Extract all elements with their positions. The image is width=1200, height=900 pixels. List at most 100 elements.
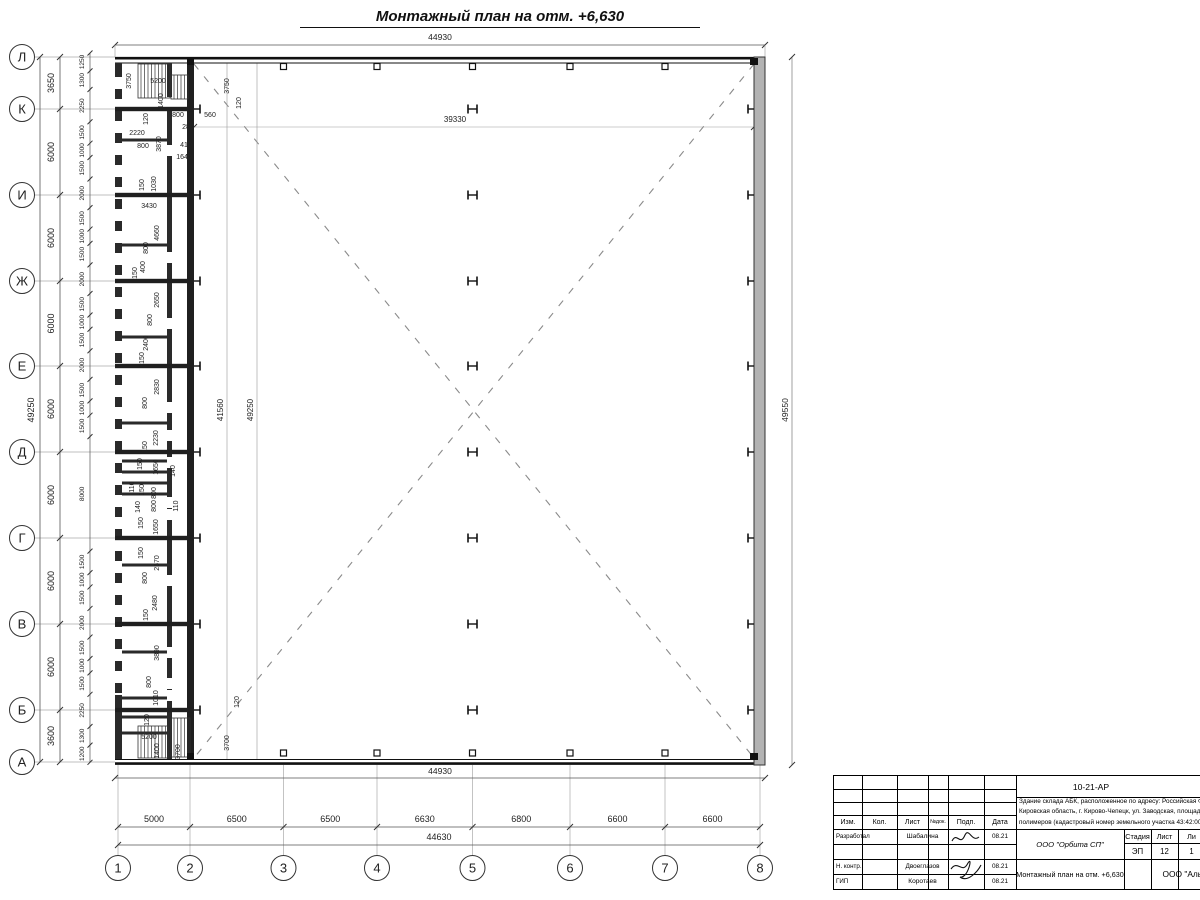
dim-small: 800 xyxy=(151,487,158,499)
dim-small: 2480 xyxy=(152,595,159,611)
dim-small: 3700 xyxy=(224,735,231,751)
wall-pier xyxy=(115,551,122,561)
dim-chain-label: 1500 xyxy=(79,161,86,176)
partition-minor xyxy=(122,459,167,463)
axis-row-label: Д xyxy=(18,445,27,460)
column-square xyxy=(661,62,669,71)
tb-name-3: Коротаев xyxy=(908,878,937,885)
dim-tick xyxy=(756,823,764,831)
dim-tick xyxy=(87,290,93,297)
dim-row-spacing: 3600 xyxy=(46,726,56,746)
tb-stage-header: Стадия xyxy=(1125,831,1150,841)
tb-header-ndok: №док. xyxy=(930,819,946,825)
dim-tick xyxy=(87,433,93,440)
axis-row-label: Б xyxy=(18,703,27,718)
dim-tick xyxy=(87,140,93,147)
tb-header-izm: Изм. xyxy=(840,818,856,826)
wall-pier xyxy=(115,683,122,693)
axis-bubble-col xyxy=(364,855,390,881)
dim-tick xyxy=(788,53,796,61)
dim-chain-label: 1250 xyxy=(79,54,86,69)
wall-pier xyxy=(115,463,122,473)
dim-tick xyxy=(87,584,93,590)
wall-pier xyxy=(115,133,122,143)
dim-tick xyxy=(788,761,796,769)
partition-major xyxy=(115,449,194,455)
wall-pier xyxy=(115,111,122,121)
dim-small: 2830 xyxy=(154,379,161,395)
dim-tick xyxy=(87,759,93,766)
dim-col-total: 44630 xyxy=(426,832,451,842)
axis-col-label: 4 xyxy=(373,861,380,876)
wall-pier xyxy=(115,397,122,407)
dim-small: 2570 xyxy=(154,555,161,571)
wall-pier xyxy=(115,287,122,297)
dim-small: 280 xyxy=(182,124,194,131)
tb-header-list: Лист xyxy=(904,818,921,826)
dim-chain-label: 1500 xyxy=(79,590,86,605)
dim-top-overall: 44930 xyxy=(428,32,452,42)
dim-small: 3430 xyxy=(141,203,157,210)
dim-chain-label: 1500 xyxy=(79,247,86,262)
dim-chain-label: 1500 xyxy=(79,676,86,691)
dim-small: 120 xyxy=(236,97,243,109)
dim-small: 150 xyxy=(139,179,146,191)
wall-pier xyxy=(115,331,122,341)
stair-flight xyxy=(137,725,169,759)
dim-row-spacing: 6000 xyxy=(46,142,56,162)
dim-tick xyxy=(373,823,381,831)
partition-minor xyxy=(122,138,167,142)
door-opening xyxy=(166,430,173,441)
wall-pier xyxy=(115,661,122,671)
dim-chain-label: 1000 xyxy=(79,400,86,415)
dim-small: 410 xyxy=(180,142,192,149)
axis-bubble-row xyxy=(9,182,35,208)
wall-pier xyxy=(115,243,122,253)
dim-col-spacing: 6500 xyxy=(320,814,340,824)
axis-col-label: 3 xyxy=(280,861,287,876)
dim-small: 1400 xyxy=(158,93,165,109)
dim-tick xyxy=(87,326,93,333)
column-square xyxy=(661,749,669,757)
dim-row-spacing: 6000 xyxy=(46,571,56,591)
dim-tick xyxy=(114,841,122,849)
door-opening xyxy=(166,497,173,508)
dim-chain-label: 1500 xyxy=(79,554,86,569)
dim-tick xyxy=(56,448,64,456)
dim-tick xyxy=(280,823,287,831)
dim-tick xyxy=(87,376,93,383)
dim-tick xyxy=(87,669,93,676)
dim-small: 400 xyxy=(140,261,147,273)
dim-col-spacing: 6600 xyxy=(702,814,722,824)
dim-small: 1400 xyxy=(154,743,161,759)
wall-pier xyxy=(115,485,122,495)
wall-pier xyxy=(115,89,122,99)
wall-pier xyxy=(115,375,122,385)
dim-tick xyxy=(114,823,122,831)
column-square xyxy=(373,62,381,71)
column-square xyxy=(468,62,477,71)
dim-hall-height-2: 49250 xyxy=(246,398,255,421)
dim-small: 800 xyxy=(172,112,184,119)
dim-chain-label: 1500 xyxy=(79,383,86,398)
wall-pier xyxy=(115,507,122,517)
axis-row-label: Ж xyxy=(16,274,28,289)
dim-tick xyxy=(186,823,194,831)
tb-drawing-title: Монтажный план на отм. +6,630 xyxy=(1016,869,1124,879)
wall-pier xyxy=(115,441,122,451)
tb-list-value: 12 xyxy=(1160,846,1169,856)
dim-chain-label: 1500 xyxy=(79,418,86,433)
dim-chain-label: 2000 xyxy=(79,357,86,372)
axis-col-label: 6 xyxy=(566,861,573,876)
tb-org2: ООО "Альянс xyxy=(1162,869,1200,879)
corner-post xyxy=(750,58,758,65)
dim-small: 3870 xyxy=(156,136,163,152)
door-opening xyxy=(166,402,173,413)
axis-row-label: К xyxy=(18,102,26,117)
dim-chain-label: 2000 xyxy=(79,272,86,287)
tb-role-1: Разработал xyxy=(836,833,870,840)
dim-small: 5200 xyxy=(141,734,157,741)
dim-small: 3890 xyxy=(154,645,161,661)
wall-pier xyxy=(115,265,122,275)
